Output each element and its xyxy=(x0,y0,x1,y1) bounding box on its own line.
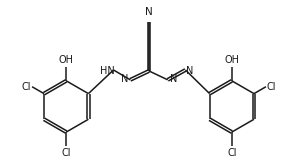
Text: Cl: Cl xyxy=(227,148,237,158)
Text: Cl: Cl xyxy=(267,82,277,92)
Text: HN: HN xyxy=(100,66,115,76)
Text: OH: OH xyxy=(224,55,239,65)
Text: Cl: Cl xyxy=(22,82,31,92)
Text: N: N xyxy=(170,74,177,84)
Text: N: N xyxy=(121,74,128,84)
Text: Cl: Cl xyxy=(62,148,71,158)
Text: N: N xyxy=(187,66,194,76)
Text: OH: OH xyxy=(59,55,74,65)
Text: N: N xyxy=(145,7,153,17)
